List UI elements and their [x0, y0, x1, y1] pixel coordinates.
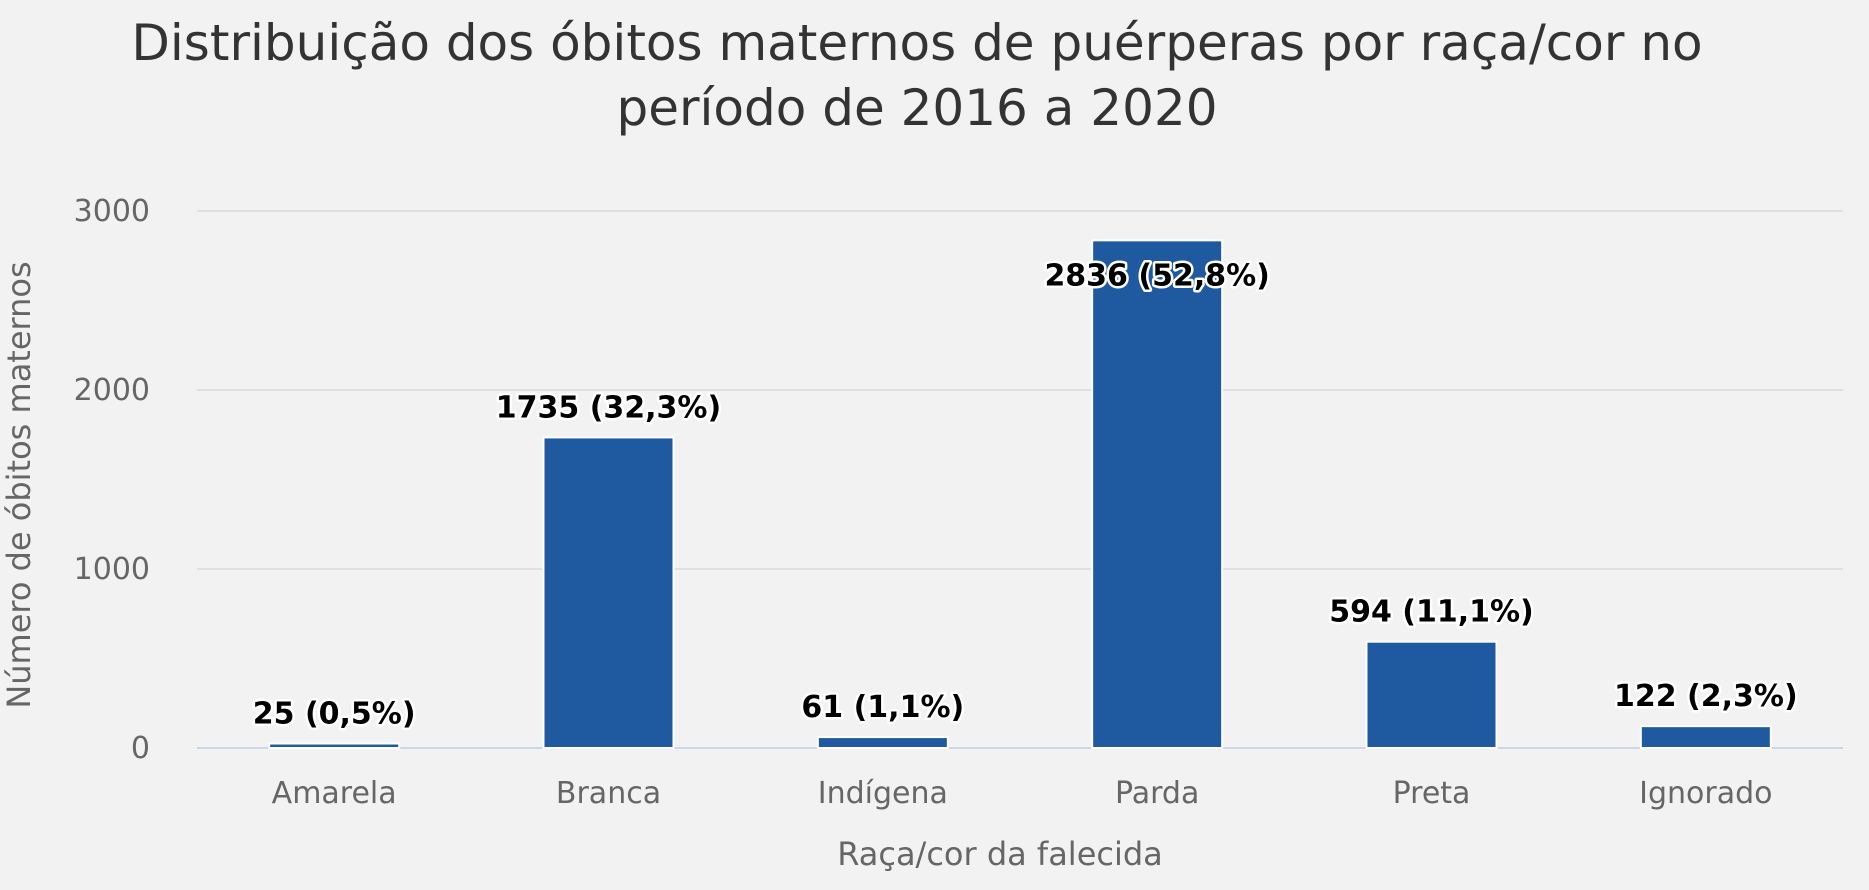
- y-tick-label: 3000: [74, 194, 150, 229]
- bar-preta[interactable]: [1365, 640, 1498, 750]
- bar-parda[interactable]: [1091, 239, 1224, 750]
- y-tick-label: 2000: [74, 373, 150, 408]
- gridlines: [197, 210, 1843, 749]
- bar-ignorado[interactable]: [1639, 725, 1772, 749]
- x-tick-label: Indígena: [818, 776, 948, 811]
- chart-title-line-1: Distribuição dos óbitos maternos de puér…: [131, 14, 1702, 72]
- data-label: 594 (11,1%): [1329, 595, 1534, 630]
- data-label: 2836 (52,8%): [1044, 258, 1269, 293]
- y-tick-label: 1000: [74, 552, 150, 587]
- x-tick-label: Preta: [1393, 776, 1471, 811]
- y-tick-label: 0: [131, 731, 150, 766]
- x-tick-label: Branca: [556, 776, 661, 811]
- x-axis-ticks: Amarela Branca Indígena Parda Preta Ignorado: [272, 776, 1773, 811]
- bar-amarela[interactable]: [268, 742, 401, 750]
- x-axis-title: Raça/cor da falecida: [837, 835, 1163, 873]
- x-tick-label: Amarela: [272, 776, 397, 811]
- chart-title-line-2: período de 2016 a 2020: [616, 79, 1217, 137]
- data-label: 122 (2,3%): [1614, 679, 1798, 714]
- data-label: 1735 (32,3%): [496, 390, 721, 425]
- bar-branca[interactable]: [542, 436, 675, 749]
- y-axis-title: Número de óbitos maternos: [0, 261, 38, 708]
- y-axis-ticks: 0 1000 2000 3000: [74, 194, 150, 766]
- bar-indígena[interactable]: [816, 736, 949, 749]
- data-label: 25 (0,5%): [253, 697, 416, 732]
- data-label: 61 (1,1%): [801, 690, 964, 725]
- bars: [268, 239, 1772, 750]
- x-tick-label: Ignorado: [1639, 776, 1772, 811]
- x-tick-label: Parda: [1115, 776, 1199, 811]
- data-labels: 25 (0,5%) 1735 (32,3%) 61 (1,1%) 2836 (52,8…: [250, 256, 1800, 734]
